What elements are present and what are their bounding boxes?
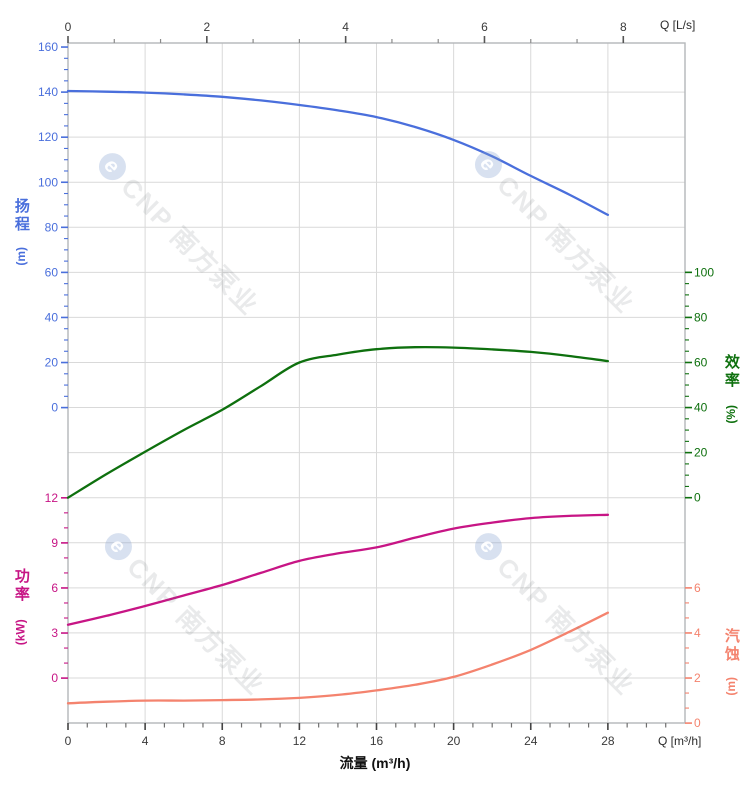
tick-label: 4: [142, 734, 149, 748]
tick-label: 20: [447, 734, 461, 748]
head-curve: [66, 89, 610, 217]
tick-label: 9: [51, 536, 58, 550]
efficiency-major-ticks: [685, 271, 692, 499]
tick-label: 0: [65, 734, 72, 748]
tick-label: 4: [342, 20, 349, 34]
top-axis-unit-label: Q [L/s]: [660, 18, 696, 32]
tick-label: 0: [694, 491, 701, 505]
tick-label: 140: [38, 85, 58, 99]
grid-lines: [68, 43, 685, 723]
npsh-axis-title: 汽蚀 (m): [716, 628, 746, 696]
npsh-minor-ticks: [685, 602, 689, 709]
tick-label: 40: [694, 401, 708, 415]
bottom-minor-ticks: [86, 723, 667, 728]
tick-label: 4: [694, 626, 701, 640]
tick-label: 0: [65, 20, 72, 34]
bottom-axis-unit-label: Q [m³/h]: [658, 734, 702, 748]
power-curve: [66, 513, 610, 626]
efficiency-minor-ticks: [685, 283, 689, 487]
power-major-ticks: [61, 497, 68, 679]
efficiency-curve: [66, 345, 610, 499]
power-axis-title: 功率 (kW): [6, 568, 36, 645]
tick-label: 6: [481, 20, 488, 34]
tick-label: 100: [694, 265, 714, 279]
head-minor-ticks: [64, 57, 68, 397]
tick-label: 0: [694, 716, 701, 730]
head-tick-labels: 0 20 40 60 80 100 120 140 160: [38, 40, 58, 415]
bottom-major-ticks: [67, 723, 609, 730]
head-axis-title-text: 扬程: [12, 198, 30, 234]
tick-label: 2: [694, 671, 701, 685]
efficiency-axis-unit: (%): [723, 404, 738, 424]
power-axis-title-text: 功率: [12, 568, 30, 604]
head-axis-unit: (m): [13, 246, 28, 266]
tick-label: 120: [38, 130, 58, 144]
npsh-axis-title-text: 汽蚀: [722, 628, 740, 664]
tick-label: 0: [51, 671, 58, 685]
npsh-major-ticks: [685, 587, 692, 724]
tick-label: 60: [694, 355, 708, 369]
bottom-tick-labels: 0 4 8 12 16 20 24 28: [65, 734, 615, 748]
head-axis-title: 扬程 (m): [6, 198, 36, 266]
tick-label: 8: [620, 20, 627, 34]
tick-label: 28: [601, 734, 615, 748]
tick-label: 80: [45, 220, 59, 234]
efficiency-axis-title-text: 效率: [722, 354, 740, 390]
tick-label: 3: [51, 626, 58, 640]
power-minor-ticks: [64, 512, 68, 664]
head-major-ticks: [61, 46, 68, 409]
tick-label: 160: [38, 40, 58, 54]
efficiency-tick-labels: 0 20 40 60 80 100: [694, 265, 714, 504]
tick-label: 12: [45, 491, 59, 505]
tick-label: 8: [219, 734, 226, 748]
tick-label: 100: [38, 175, 58, 189]
tick-label: 80: [694, 310, 708, 324]
tick-label: 40: [45, 310, 59, 324]
tick-label: 24: [524, 734, 538, 748]
tick-label: 16: [370, 734, 384, 748]
efficiency-axis-title: 效率 (%): [716, 354, 746, 424]
flow-axis-title: 流量 (m³/h): [339, 755, 411, 771]
npsh-tick-labels: 0 2 4 6: [694, 581, 701, 730]
tick-label: 6: [51, 581, 58, 595]
npsh-axis-unit: (m): [723, 676, 738, 696]
power-tick-labels: 0 3 6 9 12: [45, 491, 59, 685]
tick-label: 2: [203, 20, 210, 34]
npsh-curve: [66, 611, 610, 705]
tick-label: 20: [694, 446, 708, 460]
power-axis-unit: (kW): [13, 619, 28, 646]
tick-label: 0: [51, 401, 58, 415]
tick-label: 20: [45, 356, 59, 370]
tick-label: 6: [694, 581, 701, 595]
tick-label: 12: [293, 734, 307, 748]
top-tick-labels: 0 2 4 6 8: [65, 20, 627, 34]
top-major-ticks: [67, 36, 625, 43]
tick-label: 60: [45, 265, 59, 279]
top-minor-ticks: [113, 39, 578, 43]
